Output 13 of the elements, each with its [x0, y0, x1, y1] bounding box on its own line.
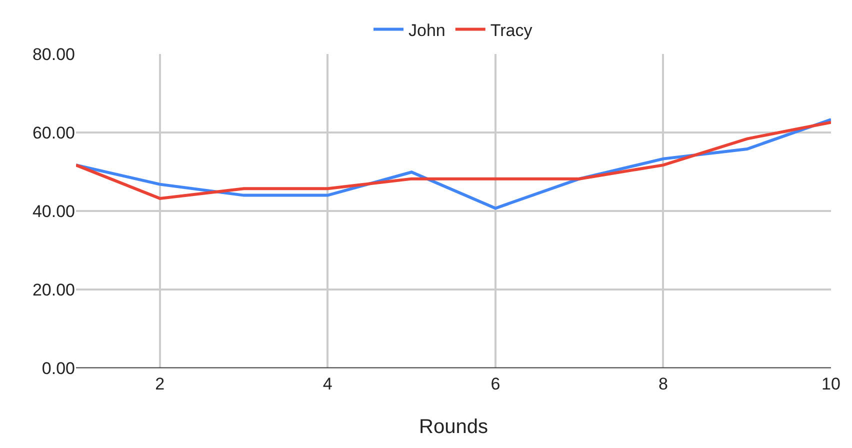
x-tick-label: 6	[490, 374, 500, 394]
x-axis-title: Rounds	[419, 416, 488, 438]
x-tick-label: 2	[155, 374, 165, 394]
x-tick-label: 10	[822, 374, 840, 394]
y-tick-label: 40.00	[32, 202, 75, 221]
legend-label: Tracy	[490, 20, 533, 40]
y-tick-label: 80.00	[32, 44, 75, 64]
legend-label: John	[408, 20, 446, 40]
x-tick-label: 8	[658, 374, 668, 394]
y-tick-label: 0.00	[42, 358, 75, 378]
y-tick-label: 20.00	[32, 280, 75, 300]
x-tick-label: 4	[322, 374, 332, 394]
y-tick-label: 60.00	[32, 123, 75, 142]
